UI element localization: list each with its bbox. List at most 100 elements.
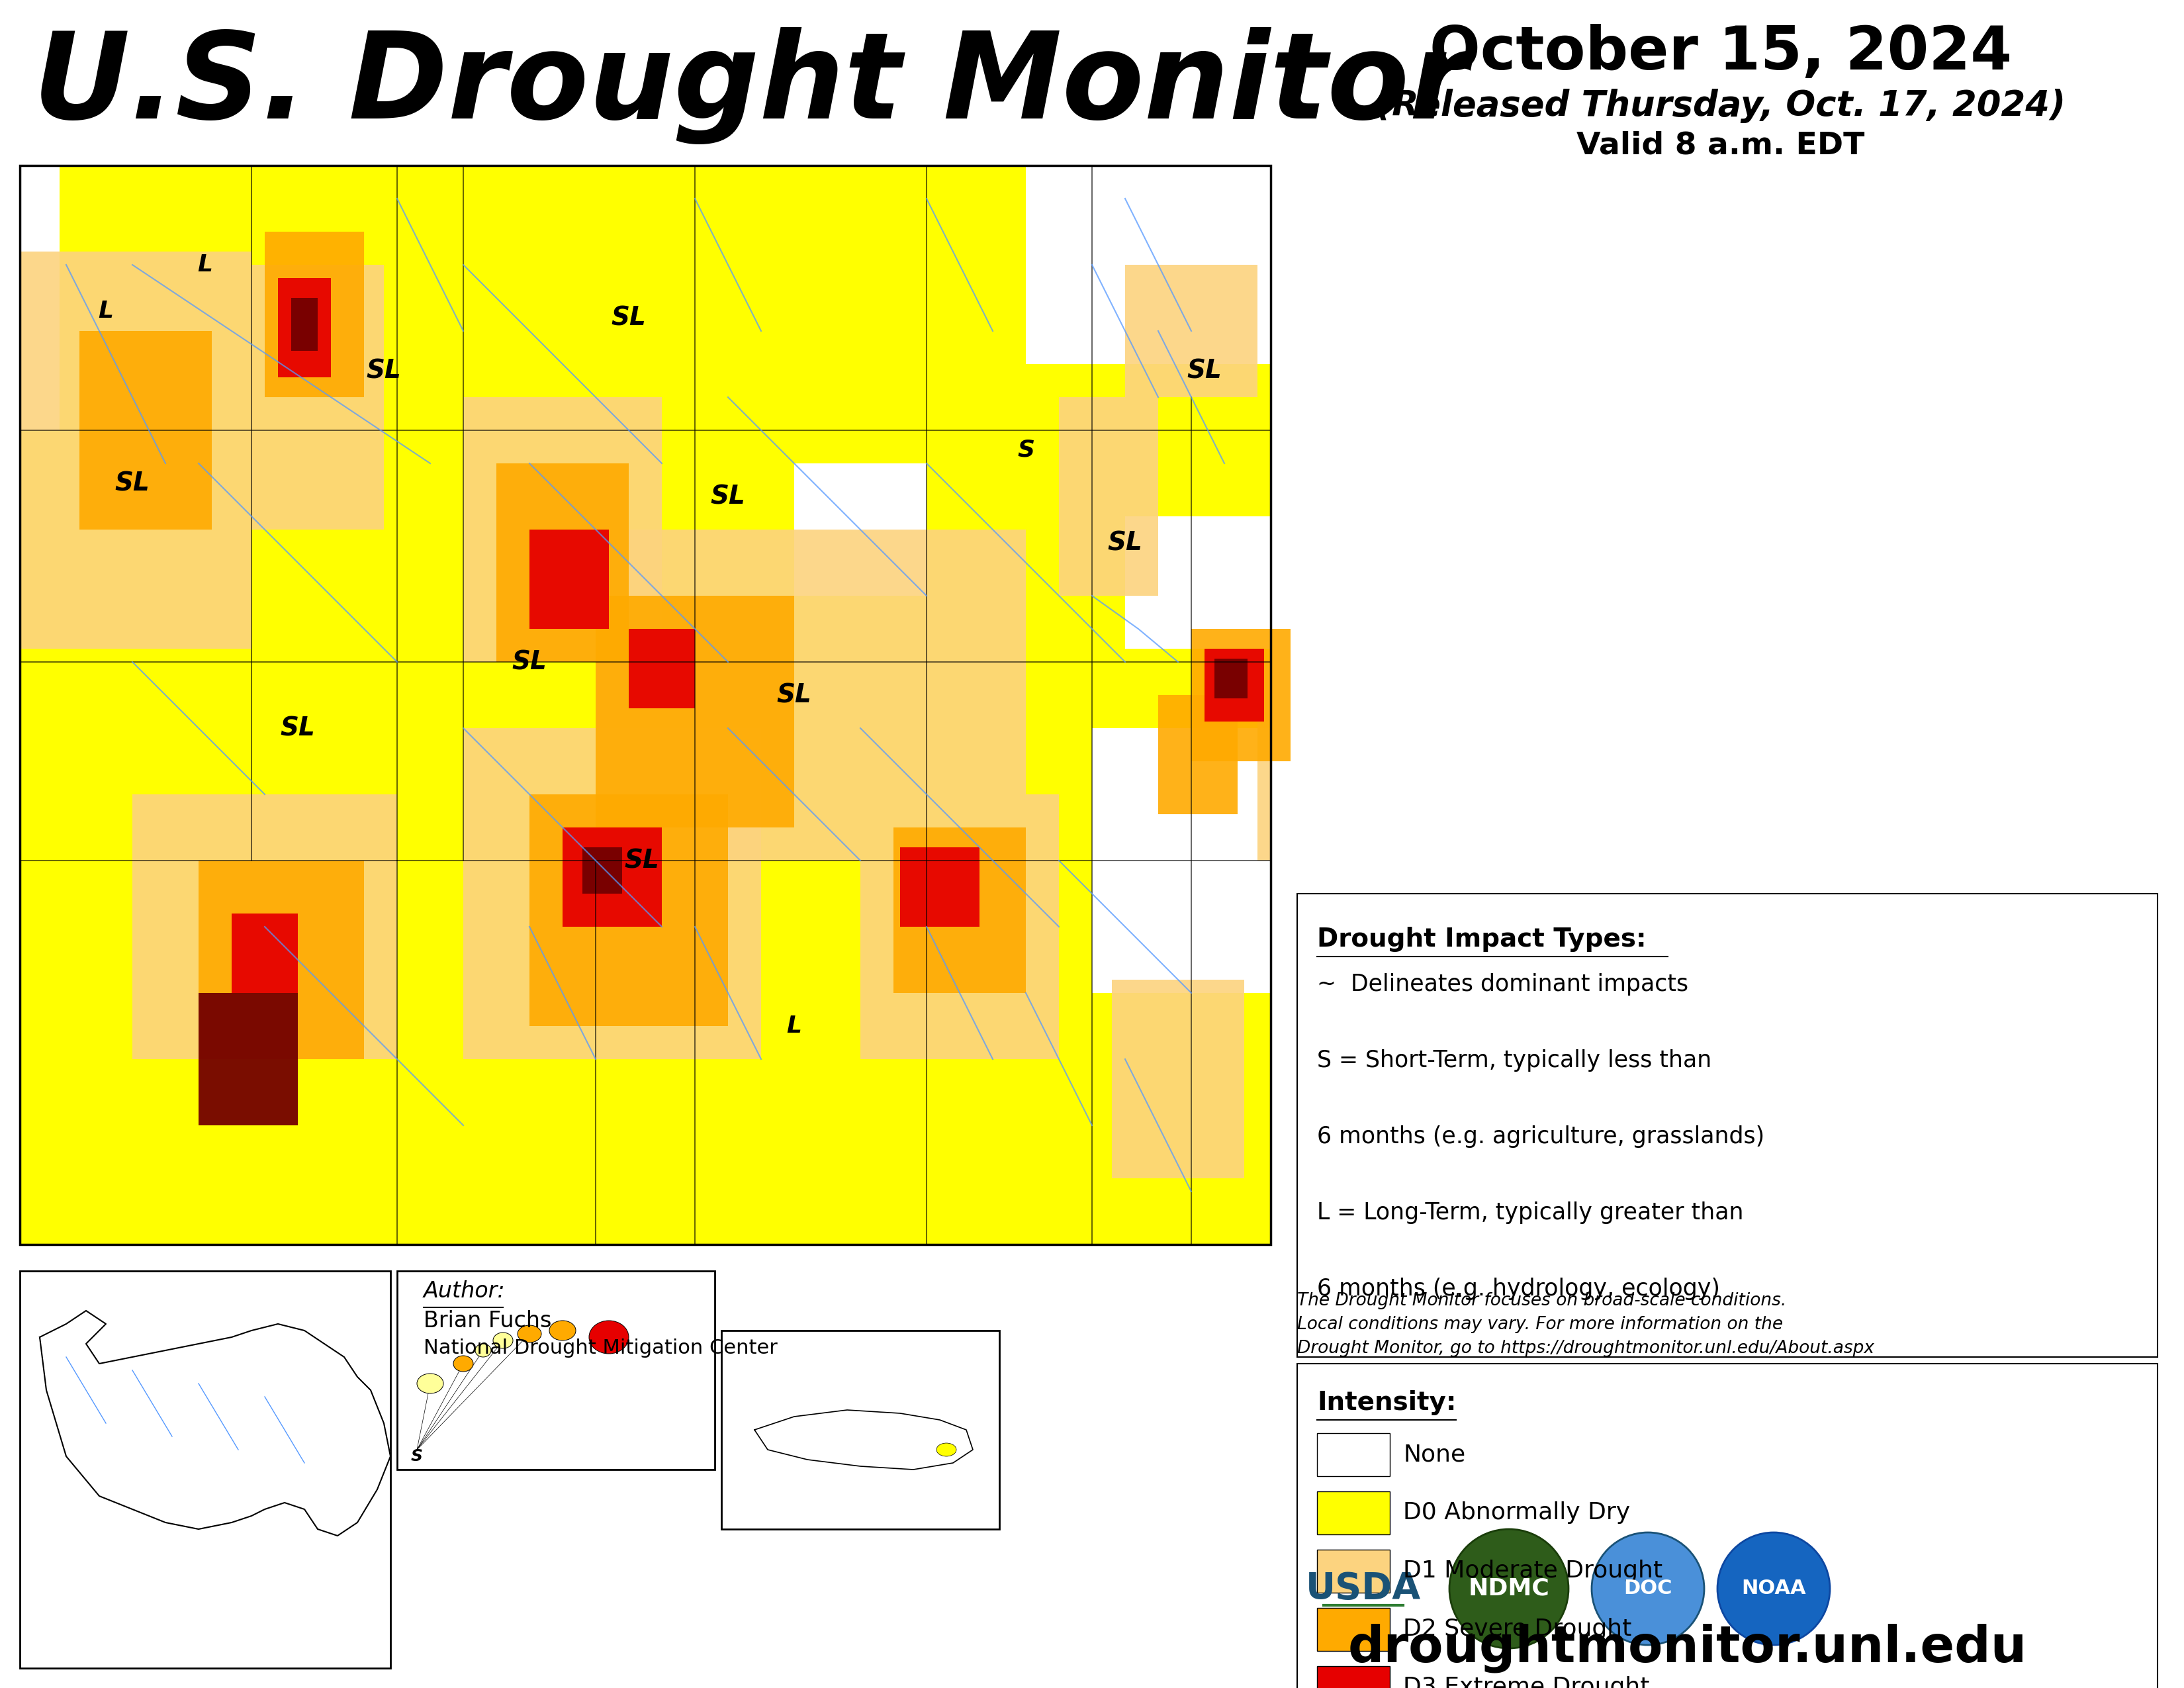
Text: ~  Delineates dominant impacts: ~ Delineates dominant impacts (1317, 972, 1688, 996)
Bar (1317, 1609, 1389, 1651)
Text: None: None (1402, 1443, 1465, 1465)
Bar (397, 1271, 714, 1470)
Ellipse shape (937, 1443, 957, 1457)
Bar (1317, 1666, 1389, 1688)
Text: 6 months (e.g. agriculture, grasslands): 6 months (e.g. agriculture, grasslands) (1317, 1126, 1765, 1148)
Bar (1297, 1364, 2158, 1688)
Text: SL: SL (612, 306, 646, 331)
Text: D1 Moderate Drought: D1 Moderate Drought (1402, 1560, 1662, 1582)
Bar (199, 993, 297, 1126)
Bar (277, 279, 332, 378)
Text: SL: SL (116, 471, 151, 496)
Ellipse shape (454, 1355, 474, 1372)
Bar (79, 331, 212, 530)
Bar (1317, 1550, 1389, 1593)
Text: S = Short-Term, typically less than: S = Short-Term, typically less than (1317, 1050, 1712, 1072)
Text: SL: SL (1107, 530, 1142, 555)
Text: Author:: Author: (424, 1280, 505, 1301)
Bar (199, 861, 365, 1058)
Bar (496, 464, 629, 662)
Bar (1317, 1492, 1389, 1534)
Text: NDMC: NDMC (1468, 1578, 1551, 1600)
Text: L: L (197, 253, 212, 277)
Circle shape (1717, 1533, 1830, 1646)
Text: SL: SL (511, 650, 546, 675)
Bar (1190, 630, 1291, 761)
Text: Valid 8 a.m. EDT: Valid 8 a.m. EDT (1577, 130, 1865, 160)
Bar (860, 795, 1059, 1058)
Text: DOC: DOC (1623, 1578, 1673, 1599)
Bar (1206, 648, 1265, 721)
Ellipse shape (590, 1320, 629, 1354)
Bar (20, 165, 1271, 1244)
Circle shape (1592, 1533, 1704, 1646)
Bar (583, 847, 622, 893)
Bar (795, 464, 926, 596)
Text: NOAA: NOAA (1741, 1578, 1806, 1599)
Text: Intensity:: Intensity: (1317, 1391, 1457, 1415)
Text: D2 Severe Drought: D2 Severe Drought (1402, 1619, 1631, 1641)
Ellipse shape (518, 1325, 542, 1342)
Text: U.S. Drought Monitor: U.S. Drought Monitor (33, 27, 1468, 145)
Text: SL: SL (367, 358, 402, 383)
Bar (529, 795, 727, 1026)
Bar (563, 827, 662, 927)
Bar (20, 1271, 391, 1668)
Text: S: S (1018, 439, 1035, 461)
Text: The Drought Monitor focuses on broad-scale conditions.
Local conditions may vary: The Drought Monitor focuses on broad-sca… (1297, 1291, 1874, 1357)
Bar (893, 827, 1026, 993)
Text: USDA: USDA (1306, 1572, 1422, 1607)
Circle shape (1450, 1529, 1568, 1647)
Text: Brian Fuchs: Brian Fuchs (424, 1310, 553, 1332)
Bar (860, 530, 1026, 795)
Bar (1092, 728, 1271, 993)
Bar (900, 847, 978, 927)
Bar (1125, 517, 1271, 648)
Bar (1112, 979, 1245, 1178)
Text: SL: SL (1188, 358, 1223, 383)
Bar (20, 165, 1271, 1244)
Ellipse shape (550, 1320, 577, 1340)
Ellipse shape (417, 1374, 443, 1393)
Bar (1297, 893, 2158, 1357)
Bar (290, 297, 317, 351)
Bar (232, 913, 297, 993)
Polygon shape (753, 1409, 972, 1470)
Text: October 15, 2024: October 15, 2024 (1431, 24, 2011, 83)
Polygon shape (39, 1310, 391, 1536)
Bar (1158, 695, 1238, 814)
Bar (264, 231, 365, 397)
Bar (20, 252, 251, 648)
Bar (1125, 265, 1258, 397)
Text: S: S (411, 1448, 424, 1463)
Text: D3 Extreme Drought: D3 Extreme Drought (1402, 1676, 1649, 1688)
Text: L: L (786, 1014, 802, 1038)
Bar (1214, 658, 1247, 699)
Bar (596, 530, 860, 861)
Text: (Released Thursday, Oct. 17, 2024): (Released Thursday, Oct. 17, 2024) (1376, 89, 2066, 123)
Text: L: L (98, 300, 114, 322)
Bar (529, 530, 609, 630)
Bar (20, 165, 59, 430)
Text: SL: SL (625, 847, 660, 873)
Bar (1317, 1433, 1389, 1477)
Bar (463, 397, 662, 662)
Bar (133, 795, 397, 1058)
Bar (721, 1330, 1000, 1529)
Bar (1026, 165, 1271, 365)
Text: L = Long-Term, typically greater than: L = Long-Term, typically greater than (1317, 1202, 1743, 1224)
Text: SL: SL (778, 682, 812, 707)
Text: 6 months (e.g. hydrology, ecology): 6 months (e.g. hydrology, ecology) (1317, 1278, 1721, 1300)
Ellipse shape (494, 1332, 513, 1349)
Text: D0 Abnormally Dry: D0 Abnormally Dry (1402, 1502, 1629, 1524)
Bar (251, 265, 384, 530)
Text: droughtmonitor.unl.edu: droughtmonitor.unl.edu (1348, 1624, 2027, 1673)
Text: SL: SL (280, 716, 314, 741)
Ellipse shape (476, 1344, 491, 1357)
Text: SL: SL (710, 484, 745, 510)
Bar (596, 596, 795, 827)
Text: Drought Impact Types:: Drought Impact Types: (1317, 927, 1647, 952)
Bar (463, 728, 760, 1058)
Text: National Drought Mitigation Center: National Drought Mitigation Center (424, 1339, 778, 1357)
Bar (1059, 397, 1158, 596)
